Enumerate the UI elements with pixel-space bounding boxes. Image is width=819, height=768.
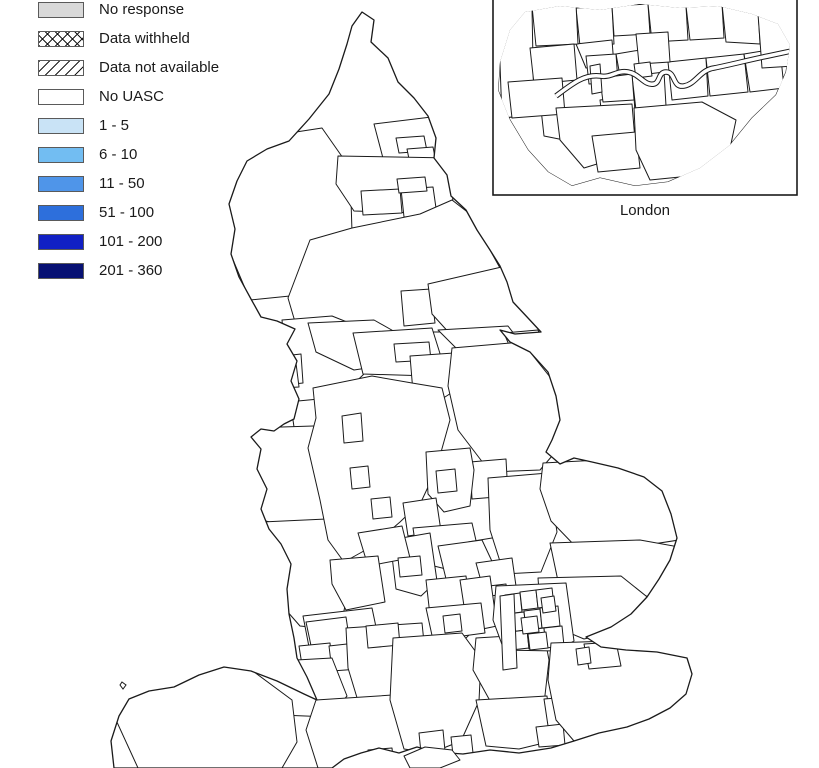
inset-kensington (599, 73, 635, 103)
legend-swatch-data-not-available (38, 60, 84, 76)
region-coventry (397, 555, 423, 578)
lundy-island (119, 681, 127, 690)
legend-row-no-response: No response (38, 2, 219, 18)
legend-swatch-data-withheld (38, 31, 84, 47)
legend-label-band-51-100: 51 - 100 (99, 204, 155, 221)
inset-label: London (619, 202, 671, 219)
region-staffordshire-moorlands (370, 496, 393, 520)
legend-label-data-not-available: Data not available (99, 59, 220, 76)
legend-swatch-band-11-50 (38, 176, 84, 192)
legend-row-band-101-200: 101 - 200 (38, 234, 219, 250)
legend-swatch-band-101-200 (38, 234, 84, 250)
region-worcestershire (329, 555, 386, 611)
inset-camden (589, 63, 603, 95)
inset-border (492, 0, 798, 196)
inset-ealing (529, 43, 578, 85)
region-portsmouth (450, 734, 474, 756)
region-darlington (360, 188, 403, 216)
region-gravesham (575, 646, 592, 666)
region-london-west-navy (499, 593, 518, 671)
legend-row-band-1-5: 1 - 5 (38, 118, 219, 134)
legend-row-data-not-available: Data not available (38, 60, 219, 76)
legend-label-band-11-50: 11 - 50 (99, 175, 145, 192)
legend-row-band-11-50: 11 - 50 (38, 176, 219, 192)
region-london-gray-borough (520, 615, 540, 635)
region-derbyshire-dales (349, 465, 371, 490)
region-isle-of-wight (403, 746, 461, 768)
legend-row-band-201-360: 201 - 360 (38, 263, 219, 279)
legend-swatch-no-uasc (38, 89, 84, 105)
region-london-gray-borough (540, 595, 557, 614)
legend-row-data-withheld: Data withheld (38, 31, 219, 47)
inset-haringey (635, 31, 671, 65)
region-london-borough (519, 589, 539, 611)
legend-label-band-6-10: 6 - 10 (99, 146, 138, 163)
legend: No response Data withheld Data not availab… (38, 2, 219, 292)
region-west-sussex (475, 695, 553, 750)
region-london-white-borough (527, 631, 549, 651)
region-york (400, 288, 436, 327)
legend-label-band-201-360: 201 - 360 (99, 262, 163, 279)
thames-river (554, 48, 790, 98)
legend-label-band-1-5: 1 - 5 (99, 117, 130, 134)
legend-label-no-uasc: No UASC (99, 88, 165, 105)
legend-swatch-band-201-360 (38, 263, 84, 279)
legend-label-band-101-200: 101 - 200 (99, 233, 163, 250)
legend-swatch-no-response (38, 2, 84, 18)
inset-borough (667, 57, 709, 101)
region-stockport (341, 412, 364, 444)
inset-borough (685, 4, 725, 41)
inset-harrow (531, 4, 579, 47)
legend-row-band-51-100: 51 - 100 (38, 205, 219, 221)
legend-label-no-response: No response (99, 1, 185, 18)
region-wokingham (442, 613, 463, 634)
region-nottingham (435, 468, 458, 494)
legend-swatch-band-51-100 (38, 205, 84, 221)
legend-swatch-band-1-5 (38, 118, 84, 134)
legend-row-no-uasc: No UASC (38, 89, 219, 105)
inset-borough (611, 4, 651, 37)
region-brighton (535, 723, 566, 748)
inset-croydon (591, 131, 641, 173)
legend-row-band-6-10: 6 - 10 (38, 147, 219, 163)
legend-swatch-band-6-10 (38, 147, 84, 163)
legend-label-data-withheld: Data withheld (99, 30, 190, 47)
region-stockton (396, 176, 428, 194)
